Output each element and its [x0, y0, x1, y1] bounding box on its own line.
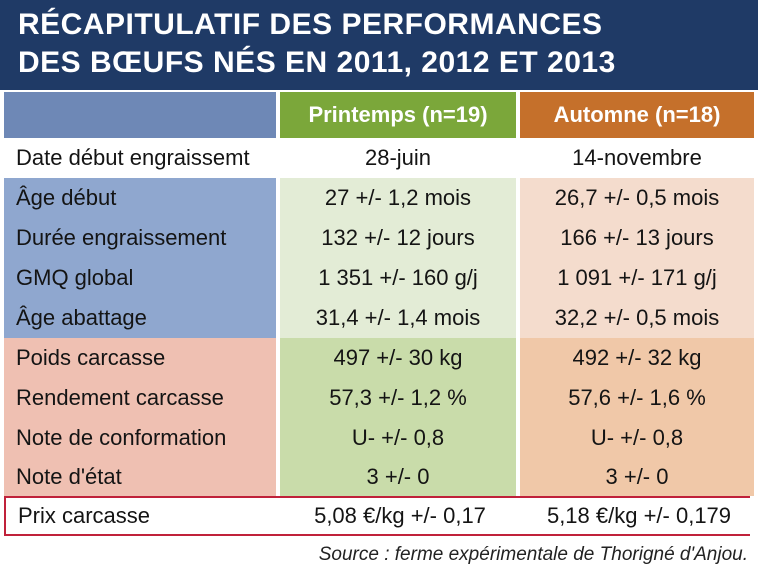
automne-value: 57,6 +/- 1,6 % [520, 378, 754, 418]
row-label: Âge abattage [4, 298, 276, 338]
title-line-1: RÉCAPITULATIF DES PERFORMANCES [18, 8, 603, 41]
table-row: Âge abattage 31,4 +/- 1,4 mois 32,2 +/- … [0, 298, 758, 338]
automne-value: 166 +/- 13 jours [520, 218, 754, 258]
printemps-value: U- +/- 0,8 [280, 418, 516, 458]
automne-value: U- +/- 0,8 [520, 418, 754, 458]
automne-value: 32,2 +/- 0,5 mois [520, 298, 754, 338]
row-label: Poids carcasse [4, 338, 276, 378]
row-label: Date début engraissemt [4, 138, 276, 178]
table-row: Note de conformation U- +/- 0,8 U- +/- 0… [0, 418, 758, 458]
header-label-column [4, 90, 276, 138]
printemps-value: 3 +/- 0 [280, 458, 516, 496]
source-note: Source : ferme expérimentale de Thorigné… [318, 544, 748, 565]
table-row: GMQ global 1 351 +/- 160 g/j 1 091 +/- 1… [0, 258, 758, 298]
row-label: Rendement carcasse [4, 378, 276, 418]
table-row: Durée engraissement 132 +/- 12 jours 166… [0, 218, 758, 258]
row-label: GMQ global [4, 258, 276, 298]
table-row: Note d'état 3 +/- 0 3 +/- 0 [0, 458, 758, 496]
price-label: Prix carcasse [6, 498, 278, 534]
price-printemps: 5,08 €/kg +/- 0,17 [282, 498, 518, 534]
table-row: Rendement carcasse 57,3 +/- 1,2 % 57,6 +… [0, 378, 758, 418]
table-row: Date début engraissemt 28-juin 14-novemb… [0, 138, 758, 178]
header-printemps: Printemps (n=19) [280, 90, 516, 138]
printemps-value: 57,3 +/- 1,2 % [280, 378, 516, 418]
printemps-value: 27 +/- 1,2 mois [280, 178, 516, 218]
printemps-value: 28-juin [280, 138, 516, 178]
automne-value: 3 +/- 0 [520, 458, 754, 496]
table-header: Printemps (n=19) Automne (n=18) [0, 90, 758, 138]
header-automne: Automne (n=18) [520, 90, 754, 138]
automne-value: 492 +/- 32 kg [520, 338, 754, 378]
price-row-highlight: Prix carcasse 5,08 €/kg +/- 0,17 5,18 €/… [4, 496, 756, 536]
printemps-value: 1 351 +/- 160 g/j [280, 258, 516, 298]
automne-value: 26,7 +/- 0,5 mois [520, 178, 754, 218]
row-label: Âge début [4, 178, 276, 218]
row-label: Note de conformation [4, 418, 276, 458]
price-automne: 5,18 €/kg +/- 0,179 [522, 498, 756, 534]
table-row: Âge début 27 +/- 1,2 mois 26,7 +/- 0,5 m… [0, 178, 758, 218]
table-title: RÉCAPITULATIF DES PERFORMANCES DES BŒUFS… [0, 0, 758, 90]
row-label: Durée engraissement [4, 218, 276, 258]
row-label: Note d'état [4, 458, 276, 496]
printemps-value: 132 +/- 12 jours [280, 218, 516, 258]
printemps-value: 497 +/- 30 kg [280, 338, 516, 378]
printemps-value: 31,4 +/- 1,4 mois [280, 298, 516, 338]
table-row: Poids carcasse 497 +/- 30 kg 492 +/- 32 … [0, 338, 758, 378]
title-line-2: DES BŒUFS NÉS EN 2011, 2012 ET 2013 [18, 46, 616, 79]
automne-value: 14-novembre [520, 138, 754, 178]
automne-value: 1 091 +/- 171 g/j [520, 258, 754, 298]
